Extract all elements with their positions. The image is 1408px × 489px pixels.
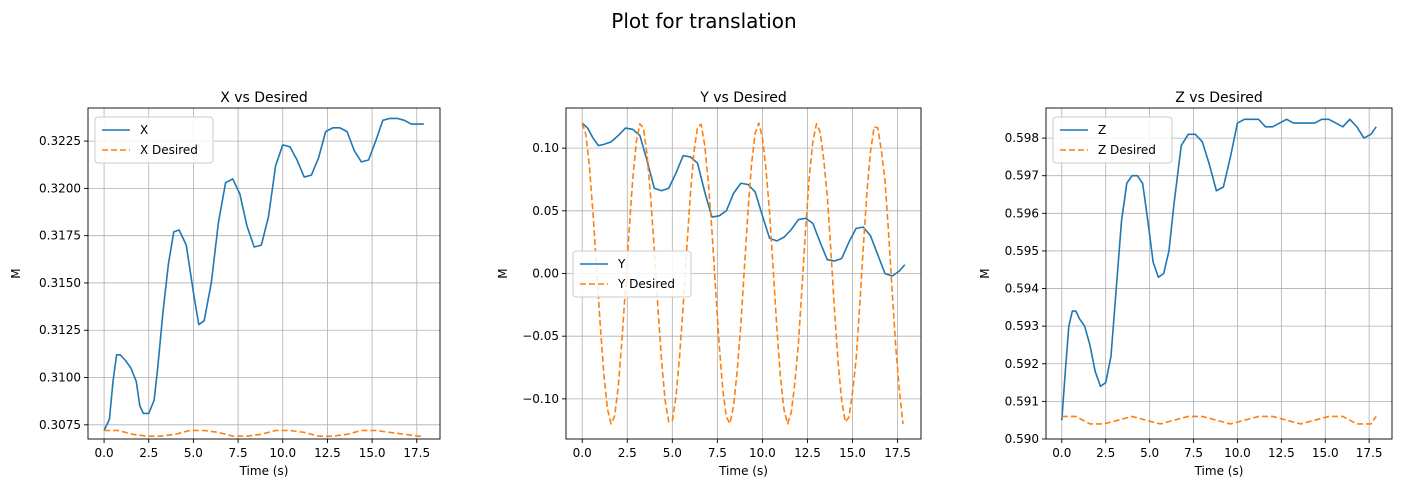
y-tick-label: 0.05 bbox=[532, 204, 559, 218]
y-tick-label: −0.05 bbox=[522, 329, 559, 343]
y-tick-label: 0.590 bbox=[1005, 432, 1039, 446]
series-line-z bbox=[1061, 118, 1377, 421]
y-tick-label: 0.3150 bbox=[39, 276, 81, 290]
subplot-title: X vs Desired bbox=[220, 90, 308, 106]
legend: Z Z Desired bbox=[1052, 116, 1173, 164]
y-tick-label: −0.10 bbox=[522, 392, 559, 406]
x-tick-label: 15.0 bbox=[359, 446, 386, 460]
figure-title: Plot for translation bbox=[611, 9, 796, 33]
legend: X X Desired bbox=[94, 116, 214, 164]
legend-entry: X bbox=[140, 123, 148, 137]
y-tick-label: 0.592 bbox=[1005, 357, 1039, 371]
y-tick-label: 0.3075 bbox=[39, 418, 81, 432]
series-line-y bbox=[581, 122, 906, 277]
x-tick-label: 10.0 bbox=[749, 446, 776, 460]
x-tick-label: 10.0 bbox=[269, 446, 296, 460]
subplot-title: Y vs Desired bbox=[699, 90, 787, 106]
legend-entry: Y bbox=[617, 257, 626, 271]
x-tick-label: 17.5 bbox=[884, 446, 911, 460]
x-tick-label: 15.0 bbox=[1312, 446, 1339, 460]
x-tick-label: 7.5 bbox=[229, 446, 248, 460]
y-tick-label: 0.591 bbox=[1005, 394, 1039, 408]
x-tick-label: 5.0 bbox=[1140, 446, 1159, 460]
y-tick-label: 0.594 bbox=[1005, 282, 1039, 296]
x-tick-label: 5.0 bbox=[663, 446, 682, 460]
series-line-x-desired bbox=[104, 429, 424, 437]
series-line-z-desired bbox=[1061, 415, 1377, 425]
y-axis-label: M bbox=[496, 268, 510, 278]
legend-box bbox=[94, 116, 214, 164]
x-tick-label: 0.0 bbox=[573, 446, 592, 460]
axes-frame bbox=[1045, 107, 1393, 440]
x-tick-label: 5.0 bbox=[184, 446, 203, 460]
axes-frame bbox=[87, 107, 441, 440]
x-tick-label: 2.5 bbox=[618, 446, 637, 460]
y-tick-label: 0.3225 bbox=[39, 134, 81, 148]
x-tick-label: 2.5 bbox=[1096, 446, 1115, 460]
x-tick-label: 17.5 bbox=[403, 446, 430, 460]
x-tick-label: 2.5 bbox=[139, 446, 158, 460]
legend-entry: Y Desired bbox=[617, 277, 675, 291]
x-tick-label: 7.5 bbox=[708, 446, 727, 460]
x-tick-label: 0.0 bbox=[1052, 446, 1071, 460]
x-tick-label: 7.5 bbox=[1184, 446, 1203, 460]
y-tick-label: 0.3175 bbox=[39, 229, 81, 243]
y-tick-label: 0.593 bbox=[1005, 319, 1039, 333]
subplot-1: 0.0 2.5 5.0 7.5 10.0 12.5 15.0 17.5 0.3075 0.3100… bbox=[9, 90, 441, 478]
legend: Y Y Desired bbox=[572, 250, 692, 298]
x-tick-label: 0.0 bbox=[95, 446, 114, 460]
x-axis-label: Time (s) bbox=[239, 464, 289, 478]
y-tick-label: 0.3100 bbox=[39, 371, 81, 385]
y-tick-label: 0.10 bbox=[532, 141, 559, 155]
subplot-3: 0.0 2.5 5.0 7.5 10.0 12.5 15.0 17.5 0.590 0.591 0.… bbox=[978, 90, 1393, 478]
x-axis-label: Time (s) bbox=[718, 464, 768, 478]
y-axis-label: M bbox=[978, 268, 992, 278]
x-tick-label: 10.0 bbox=[1224, 446, 1251, 460]
y-tick-label: 0.598 bbox=[1005, 131, 1039, 145]
legend-entry: Z Desired bbox=[1098, 143, 1156, 157]
x-tick-label: 17.5 bbox=[1356, 446, 1383, 460]
y-tick-label: 0.596 bbox=[1005, 206, 1039, 220]
y-tick-label: 0.595 bbox=[1005, 244, 1039, 258]
x-tick-label: 12.5 bbox=[1268, 446, 1295, 460]
legend-entry: X Desired bbox=[140, 143, 198, 157]
x-tick-label: 15.0 bbox=[839, 446, 866, 460]
y-tick-label: 0.00 bbox=[532, 267, 559, 281]
legend-box bbox=[572, 250, 692, 298]
subplot-2: 0.0 2.5 5.0 7.5 10.0 12.5 15.0 17.5 −0.10 −0.05 0.… bbox=[496, 90, 922, 478]
x-tick-label: 12.5 bbox=[314, 446, 341, 460]
legend-entry: Z bbox=[1098, 123, 1106, 137]
x-tick-label: 12.5 bbox=[794, 446, 821, 460]
series-line-x bbox=[103, 117, 424, 431]
legend-box bbox=[1052, 116, 1173, 164]
series-line-y-desired bbox=[581, 122, 904, 425]
subplot-panels: 0.0 2.5 5.0 7.5 10.0 12.5 15.0 17.5 0.3075 0.3100… bbox=[9, 90, 1393, 478]
y-tick-label: 0.597 bbox=[1005, 169, 1039, 183]
y-tick-label: 0.3200 bbox=[39, 181, 81, 195]
x-axis-label: Time (s) bbox=[1194, 464, 1244, 478]
subplot-title: Z vs Desired bbox=[1175, 90, 1263, 106]
y-axis-label: M bbox=[9, 268, 23, 278]
y-tick-label: 0.3125 bbox=[39, 323, 81, 337]
